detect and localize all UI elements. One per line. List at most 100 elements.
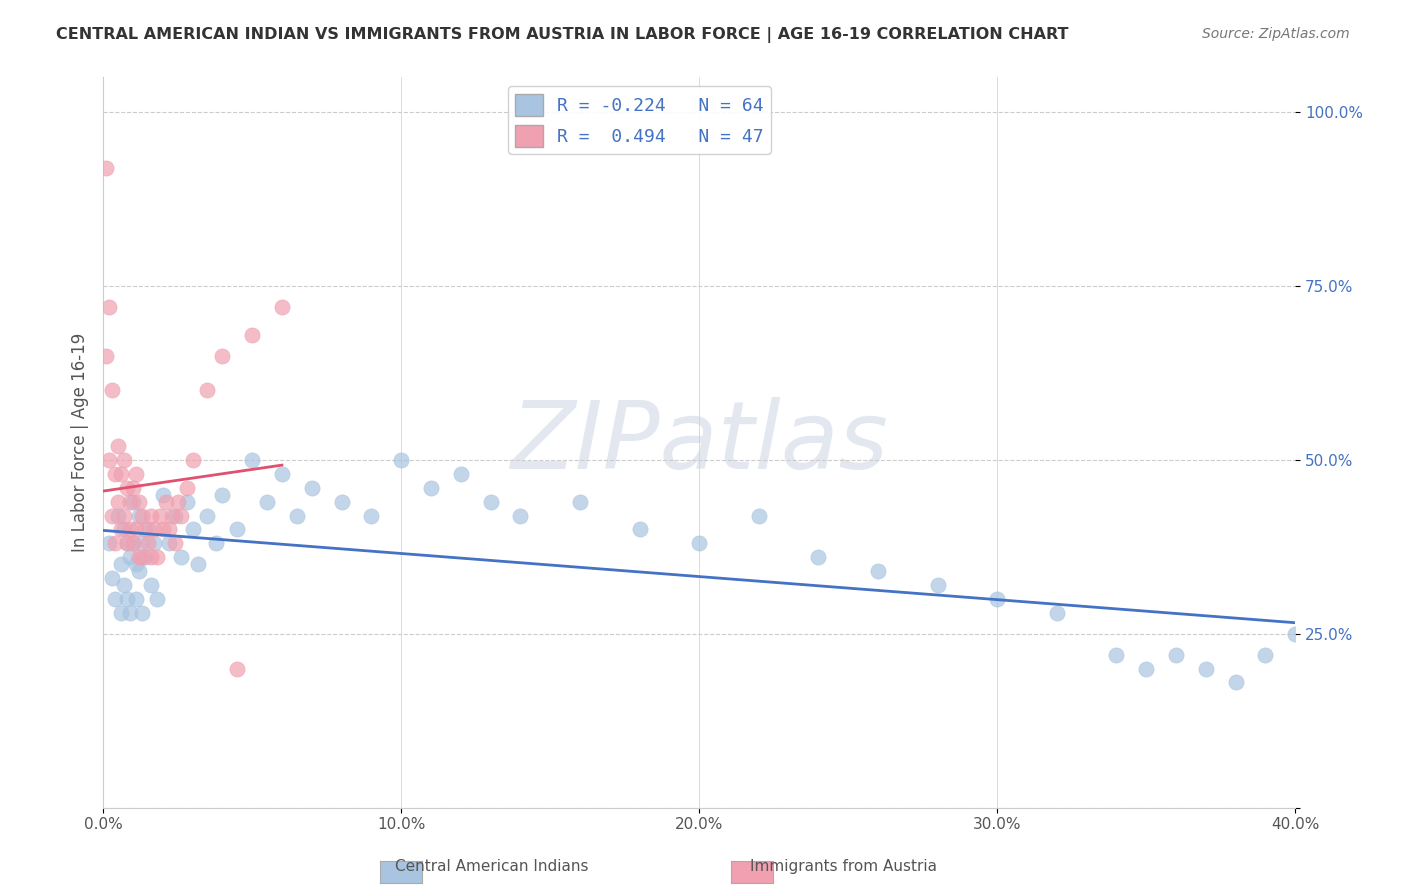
Point [115,536,138,550]
Point [176,481,198,495]
Point [211,488,233,502]
Point [110,523,132,537]
Point [568,494,591,508]
Point [628,523,651,537]
Point [187,558,209,572]
Point [128,494,150,508]
Text: Immigrants from Austria: Immigrants from Austria [749,859,938,874]
Point [110,558,132,572]
Point [122,536,145,550]
Text: CENTRAL AMERICAN INDIAN VS IMMIGRANTS FROM AUSTRIA IN LABOR FORCE | AGE 16-19 CO: CENTRAL AMERICAN INDIAN VS IMMIGRANTS FR… [56,27,1069,43]
Point [125,592,148,607]
Point [146,550,169,565]
Point [226,662,249,676]
Point [101,508,124,523]
Point [285,508,308,523]
Point [142,536,165,550]
Point [142,523,165,537]
Point [1195,662,1218,676]
Point [115,536,138,550]
Point [157,536,180,550]
Point [149,508,172,523]
Point [118,550,141,565]
Point [271,467,294,481]
Text: ZIPatlas: ZIPatlas [510,397,889,488]
Point [131,606,153,620]
Y-axis label: In Labor Force | Age 16-19: In Labor Force | Age 16-19 [72,333,89,552]
Point [157,523,180,537]
Point [112,453,135,467]
Point [176,494,198,508]
Point [1105,648,1128,662]
Point [122,481,145,495]
Point [98,453,121,467]
Point [112,508,135,523]
Point [128,508,150,523]
Point [94,349,117,363]
Point [152,523,174,537]
Point [509,508,531,523]
Point [181,523,204,537]
Point [104,592,127,607]
Point [110,467,132,481]
Point [115,481,138,495]
Point [118,523,141,537]
Point [118,494,141,508]
Point [115,592,138,607]
Point [101,571,124,585]
Point [146,592,169,607]
Point [301,481,323,495]
Point [112,523,135,537]
Point [131,550,153,565]
Point [197,508,219,523]
Point [118,606,141,620]
Legend: R = -0.224   N = 64, R =  0.494   N = 47: R = -0.224 N = 64, R = 0.494 N = 47 [508,87,770,154]
Point [128,550,150,565]
Point [122,494,145,508]
Point [136,536,159,550]
Point [131,536,153,550]
Point [107,508,129,523]
Point [389,453,412,467]
Point [1284,627,1306,641]
Point [181,453,204,467]
Point [134,523,156,537]
Point [240,327,263,342]
Point [807,550,830,565]
Point [479,494,502,508]
Point [330,494,353,508]
Point [211,349,233,363]
Point [271,300,294,314]
Point [197,384,219,398]
Point [139,550,162,565]
Point [125,523,148,537]
Point [1164,648,1187,662]
Point [169,508,191,523]
Point [163,536,186,550]
Point [205,536,228,550]
Point [1254,648,1277,662]
Point [688,536,710,550]
Point [110,606,132,620]
Point [136,523,159,537]
Point [160,508,183,523]
Point [240,453,263,467]
Point [107,439,129,453]
Point [155,494,177,508]
Point [152,488,174,502]
Point [256,494,278,508]
Point [1225,675,1247,690]
Point [98,300,121,314]
Point [360,508,382,523]
Point [450,467,472,481]
Point [125,467,148,481]
Point [107,494,129,508]
Point [748,508,770,523]
Text: Source: ZipAtlas.com: Source: ZipAtlas.com [1202,27,1350,41]
Point [104,536,127,550]
Point [139,508,162,523]
Point [169,550,191,565]
Point [166,494,188,508]
Point [927,578,949,592]
Point [1046,606,1069,620]
